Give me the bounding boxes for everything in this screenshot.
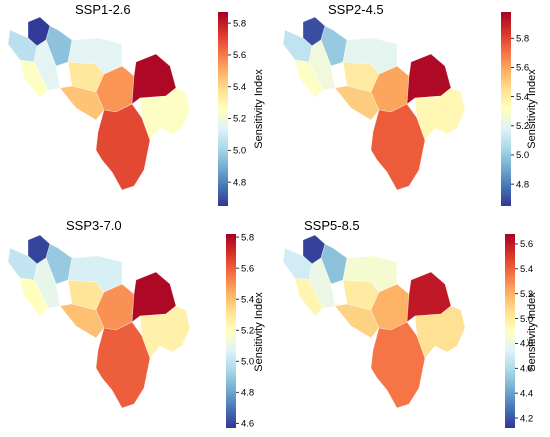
colorbar-tick-label: 5.8	[233, 18, 246, 29]
colorbar-tick-label: 5.8	[516, 33, 529, 44]
colorbar-tick-label: 5.4	[520, 264, 533, 275]
colorbar-tick-label: 5.6	[516, 63, 529, 74]
sub-basin-5	[294, 59, 324, 99]
colorbar-tick-label: 5.8	[241, 232, 254, 243]
map-panel-ssp1-2-6: SSP1-2.6 4.8 5.0 5.2 5.4 5.6 5.8 Sensitivity …	[0, 0, 275, 218]
colorbar-title: Sensitivity Index	[253, 69, 265, 149]
colorbar-tick-label: 5.6	[233, 50, 246, 61]
map-panel-ssp3-7-0: SSP3-7.0 4.6 4.8 5.0 5.2 5.4 5.6 5.8 Sensitivi…	[0, 218, 275, 436]
sub-basin-12	[414, 87, 466, 141]
colorbar-tick-label: 4.8	[233, 177, 246, 188]
panel-title: SSP1-2.6	[75, 2, 131, 17]
colorbar-tick-label: 5.2	[520, 289, 533, 300]
colorbar: 4.8 5.0 5.2 5.4 5.6 5.8	[218, 12, 246, 206]
panel-title: SSP5-8.5	[304, 218, 360, 233]
panel-title: SSP3-7.0	[66, 218, 122, 233]
colorbar-title: Sensitivity Index	[526, 69, 538, 149]
colorbar-gradient	[501, 12, 511, 206]
colorbar-tick-label: 5.2	[241, 325, 254, 336]
colorbar-tick-label: 5.4	[516, 92, 529, 103]
colorbar-title: Sensitivity Index	[253, 292, 265, 372]
sub-basin-11	[67, 37, 123, 75]
sub-basin-11	[342, 37, 398, 75]
colorbar-gradient	[505, 234, 515, 428]
colorbar-tick-label: 5.0	[241, 356, 254, 367]
choropleth-map	[7, 16, 191, 191]
colorbar-tick-label: 5.6	[241, 263, 254, 274]
colorbar-title: Sensitivity Index	[526, 292, 538, 372]
colorbar-tick-label: 4.8	[241, 388, 254, 399]
sub-basin-5	[294, 277, 324, 317]
colorbar-gradient	[226, 234, 236, 428]
colorbar-tick-label: 4.4	[520, 388, 533, 399]
map-panel-ssp2-4-5: SSP2-4.5 4.8 5.0 5.2 5.4 5.6 5.8 Sensitivity …	[275, 0, 550, 218]
map-panel-ssp5-8-5: SSP5-8.5 4.2 4.4 4.6 4.8 5.0 5.2 5.4 5.6 Sensit…	[275, 218, 550, 436]
sub-basin-5	[19, 59, 49, 99]
sub-basin-12	[139, 305, 191, 359]
colorbar-tick-label: 5.0	[520, 314, 533, 325]
sub-basin-12	[414, 305, 466, 359]
colorbar-tick-label: 4.8	[520, 339, 533, 350]
colorbar-tick-label: 4.2	[520, 413, 533, 424]
colorbar-tick-label: 5.0	[516, 150, 529, 161]
colorbar-tick-label: 5.4	[233, 82, 246, 93]
colorbar-tick-label: 5.0	[233, 146, 246, 157]
colorbar-tick-label: 5.2	[233, 114, 246, 125]
colorbar-tick-label: 5.2	[516, 121, 529, 132]
sub-basin-5	[19, 277, 49, 317]
colorbar-tick-label: 4.6	[520, 364, 533, 375]
sub-basin-11	[67, 255, 123, 293]
colorbar-tick-label: 5.6	[520, 239, 533, 250]
colorbar-tick-label: 5.4	[241, 294, 254, 305]
sub-basin-12	[139, 87, 191, 141]
colorbar-gradient	[218, 12, 228, 206]
choropleth-map	[7, 234, 191, 409]
panel-title: SSP2-4.5	[328, 2, 384, 17]
colorbar: 4.6 4.8 5.0 5.2 5.4 5.6 5.8	[226, 232, 254, 430]
colorbar-tick-label: 4.6	[241, 419, 254, 430]
colorbar-tick-label: 4.8	[516, 179, 529, 190]
sub-basin-11	[342, 255, 398, 293]
choropleth-map	[282, 16, 466, 191]
choropleth-map	[282, 234, 466, 409]
colorbar: 4.2 4.4 4.6 4.8 5.0 5.2 5.4 5.6	[505, 234, 533, 428]
colorbar: 4.8 5.0 5.2 5.4 5.6 5.8	[501, 12, 529, 206]
